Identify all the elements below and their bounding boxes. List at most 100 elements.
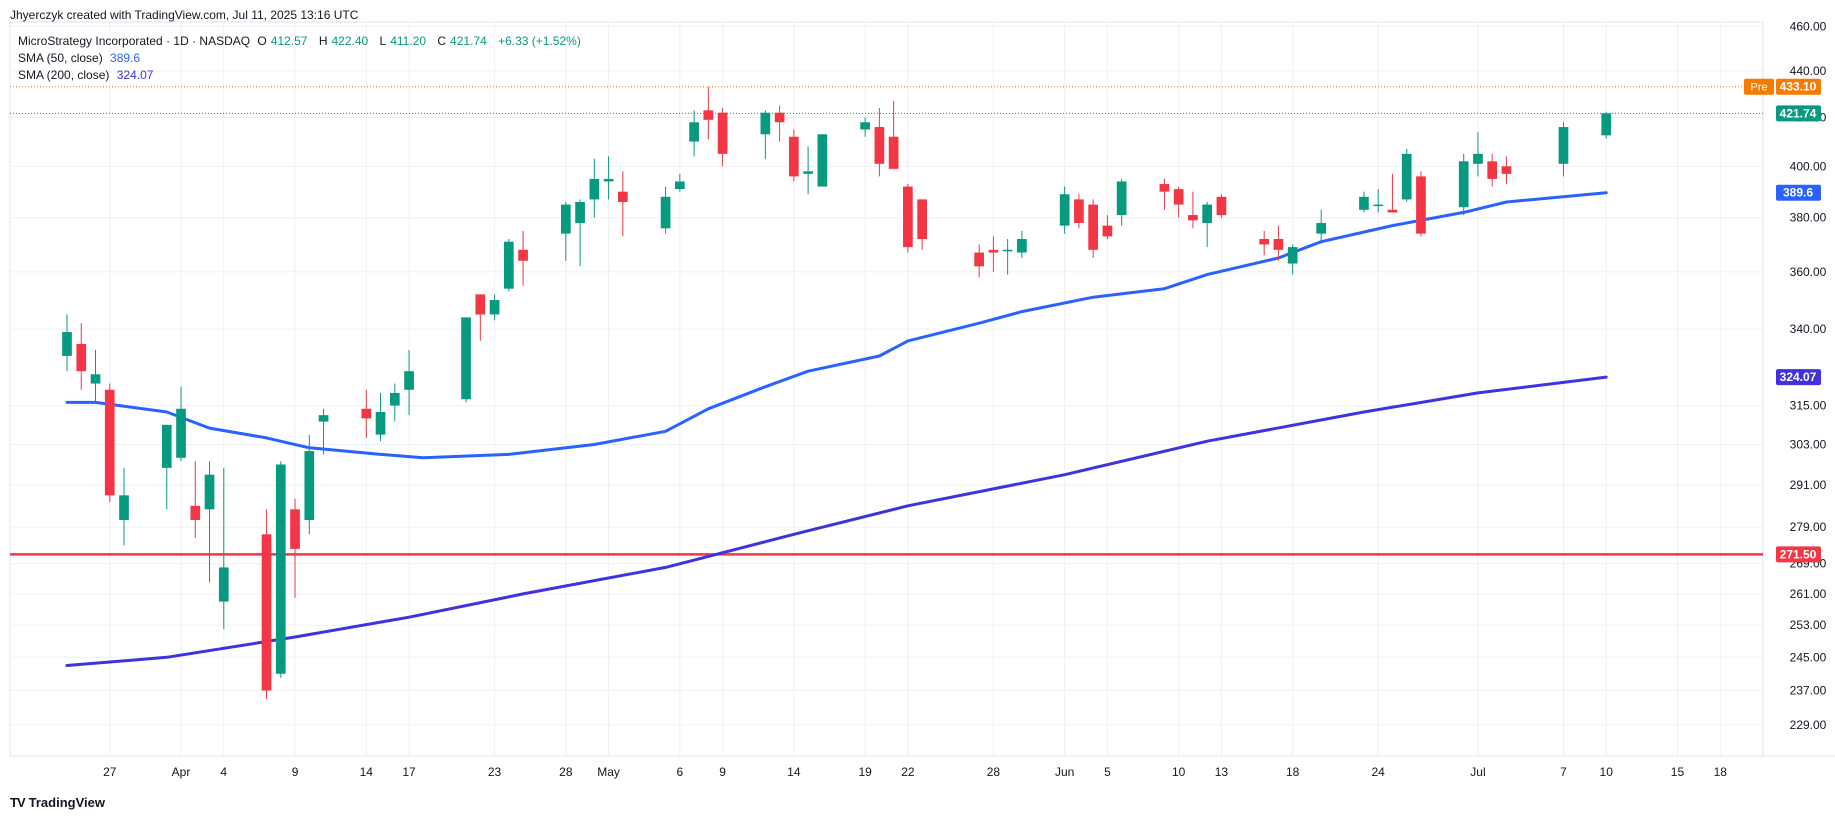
candle [1173,186,1184,218]
candle-body [1473,153,1483,164]
y-tick-label: 245.00 [1790,650,1827,664]
candle-body [660,196,671,229]
sma50-legend[interactable]: SMA (50, close) 389.6 [18,51,144,65]
candle-body [674,181,685,190]
candle-body [1558,127,1569,164]
last-price-tag: 421.74 [1776,105,1821,122]
sma200-price-tag-label: 324.07 [1780,370,1817,384]
candle-body [1273,238,1284,250]
candle-body [176,408,186,458]
level-price-tag: 271.50 [1776,546,1821,563]
sma200-value: 324.07 [116,68,154,82]
candle-body [803,171,813,174]
candle [475,294,486,341]
candle-body [988,249,999,253]
premarket-price-tag-prefix: Pre [1750,82,1767,94]
candle-body [261,534,272,691]
candle [1088,199,1099,259]
premarket-price-tag: Pre 433.10 [1744,78,1821,95]
candle [1373,189,1384,213]
candle-body [1173,189,1184,205]
candle-body [76,343,87,372]
x-tick-label: 4 [220,765,227,779]
candle [176,386,186,462]
candle-body [361,408,372,419]
candle [803,146,813,195]
x-tick-label: May [597,765,620,779]
y-tick-label: 237.00 [1790,684,1827,698]
candle [988,236,999,272]
candle-body [1202,204,1213,223]
candle-body [589,178,600,200]
x-tick-label: 10 [1172,765,1186,779]
premarket-price-tag-box [1776,78,1821,95]
x-tick-label: 6 [677,765,684,779]
candle-body [789,136,799,177]
candle [1287,244,1298,275]
candle [917,199,927,250]
candle [1002,238,1013,275]
candle [1017,230,1027,259]
open-label: O [257,34,267,48]
candle-body [560,204,571,234]
candle-body [874,127,885,164]
candle [589,158,600,218]
candle-body [104,389,115,496]
low-label: L [379,34,387,48]
x-tick-label: 24 [1372,765,1386,779]
candle-body [888,136,899,169]
level-price-tag-label: 271.50 [1780,547,1817,561]
candle-body [518,249,528,261]
candle-body [275,464,286,674]
candle-body [689,122,699,142]
x-tick-label: 13 [1215,765,1229,779]
candle-body [1373,204,1384,207]
candle [1259,230,1270,256]
high-value: 422.40 [331,34,369,48]
tradingview-footer[interactable]: TV TradingView [10,795,105,810]
sma50-line [65,191,1608,460]
sma200-legend[interactable]: SMA (200, close) 324.07 [18,68,157,82]
low-value: 411.20 [390,34,427,48]
candle [1102,215,1113,239]
candle [603,156,614,200]
candle [1359,191,1369,213]
candle [717,107,728,167]
x-tick-label: 5 [1104,765,1111,779]
y-tick-label: 303.00 [1790,437,1827,451]
candle-body [161,424,172,468]
x-tick-label: 14 [787,765,801,779]
candle-body [190,505,201,520]
candle-body [1458,161,1469,208]
candle [275,461,286,678]
candle-body [774,112,785,123]
candle-body [974,252,984,267]
level-price-tag-box [1776,546,1821,563]
candle [1458,153,1469,216]
premarket-price-tag-label: 433.10 [1780,80,1817,94]
candle-body [1188,215,1198,221]
candle-body [62,332,72,356]
candle [774,105,785,142]
candle [489,294,500,321]
candle-body [717,112,728,154]
candle-body [617,191,628,203]
sma200-line [65,375,1608,667]
y-tick-label: 279.00 [1790,520,1827,534]
candle-body [760,112,771,135]
candle [660,186,671,234]
candle [617,171,628,237]
candle [760,110,771,159]
x-tick-label: 7 [1560,765,1567,779]
candle [1473,131,1483,177]
candle-body [304,451,315,520]
sma50-price-tag: 389.6 [1776,184,1821,201]
y-tick-label: 229.00 [1790,718,1827,732]
sma50-price-tag-label: 389.6 [1783,186,1813,200]
candle-body [1059,194,1070,226]
candle-body [575,202,585,223]
candle-body [290,509,300,549]
x-tick-label: 28 [987,765,1001,779]
y-tick-label: 291.00 [1790,478,1827,492]
